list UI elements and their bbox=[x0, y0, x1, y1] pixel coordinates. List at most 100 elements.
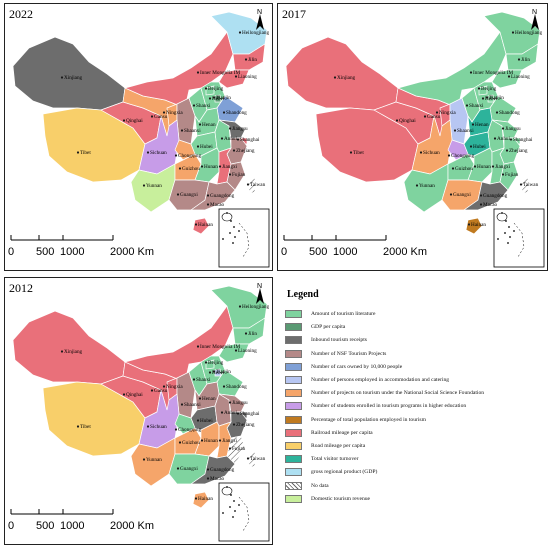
capital-dot bbox=[200, 439, 204, 442]
capital-dot bbox=[220, 137, 224, 140]
capital-dot bbox=[198, 123, 202, 126]
capital-dot bbox=[435, 111, 439, 114]
province-taiwan bbox=[248, 177, 256, 195]
province-label-jiangxi: Jiangxi bbox=[222, 164, 238, 170]
province-label-guangdong: Guangdong bbox=[210, 193, 235, 199]
province-label-hubei: Hubei bbox=[200, 418, 213, 424]
capital-dot bbox=[180, 129, 184, 132]
province-label-jiangxi: Jiangxi bbox=[495, 164, 511, 170]
province-tibet bbox=[42, 107, 146, 183]
legend-item-inbound: Inbound tourism receipts bbox=[285, 335, 367, 345]
legend-title: Legend bbox=[287, 289, 319, 300]
province-label-inner-mongolia-im: Inner Mongolia IM bbox=[200, 70, 240, 76]
province-label-henan: Henan bbox=[202, 122, 216, 128]
capital-dot bbox=[76, 425, 80, 428]
province-label-taiwan: Taiwan bbox=[523, 182, 539, 188]
year-label: 2022 bbox=[9, 7, 33, 21]
legend-item-students: Number of students enrolled in tourism p… bbox=[285, 401, 466, 411]
province-label-shanxi: Shanxi bbox=[469, 103, 484, 109]
legend-label: Number of NSF Tourism Projects bbox=[311, 350, 387, 357]
province-xinjiang bbox=[285, 36, 399, 111]
province-beijing bbox=[205, 359, 215, 370]
legend-item-employed: Number of persons employed in accommodat… bbox=[285, 375, 449, 385]
province-label-chongqing: Chongqing bbox=[178, 427, 201, 433]
capital-dot bbox=[220, 411, 224, 414]
svg-text:2000 Km: 2000 Km bbox=[110, 246, 154, 258]
capital-dot bbox=[180, 403, 184, 406]
province-guangdong bbox=[189, 181, 236, 211]
province-label-hainan: Hainan bbox=[198, 496, 213, 502]
province-label-liaoning: Liaoning bbox=[238, 74, 257, 80]
legend-label: Number of students enrolled in tourism p… bbox=[311, 403, 467, 410]
province-label-hubei: Hubei bbox=[473, 144, 486, 150]
province-label-beijing: Beijing bbox=[208, 86, 224, 92]
province-label-zhejiang: Zhejiang bbox=[236, 422, 255, 428]
legend-swatch bbox=[285, 376, 302, 384]
legend-swatch bbox=[285, 455, 302, 464]
capital-dot bbox=[196, 419, 200, 422]
province-label-gansu: Gansu bbox=[154, 114, 168, 120]
province-label-beijing: Beijing bbox=[208, 360, 224, 366]
capital-dot bbox=[349, 151, 353, 154]
legend-item-rail: Railroad mileage per capita bbox=[285, 428, 373, 438]
province-label-ningxia: Ningxia bbox=[439, 110, 456, 116]
province-label-gansu: Gansu bbox=[427, 114, 441, 120]
legend-label: Domestic tourism revenue bbox=[311, 495, 371, 502]
province-label-xinjiang: Xinjiang bbox=[64, 349, 83, 355]
capital-dot bbox=[196, 345, 200, 348]
province-label-guizhou: Guizhou bbox=[182, 166, 200, 172]
capital-dot bbox=[423, 115, 427, 118]
province-tibet bbox=[42, 381, 146, 457]
legend-swatch bbox=[285, 402, 302, 411]
province-label-sichuan: Sichuan bbox=[423, 150, 440, 156]
legend-item-gdp: GDP per capita bbox=[285, 322, 345, 332]
capital-dot bbox=[244, 58, 248, 61]
province-label-hebei: Hebei bbox=[212, 96, 225, 102]
capital-dot bbox=[150, 389, 154, 392]
province-label-sichuan: Sichuan bbox=[150, 424, 167, 430]
province-label-qinghai: Qinghai bbox=[399, 118, 416, 124]
capital-dot bbox=[477, 87, 481, 90]
province-label-hebei: Hebei bbox=[485, 96, 498, 102]
province-label-fujian: Fujian bbox=[232, 172, 246, 178]
capital-dot bbox=[178, 167, 182, 170]
capital-dot bbox=[485, 96, 489, 99]
capital-dot bbox=[479, 194, 483, 197]
province-label-jiangxi: Jiangxi bbox=[222, 438, 238, 444]
province-label-hunan: Hunan bbox=[477, 164, 491, 170]
capital-dot bbox=[208, 97, 212, 100]
capital-dot bbox=[469, 145, 473, 148]
svg-text:2000 Km: 2000 Km bbox=[110, 520, 154, 532]
legend-item-projects: Number of projects on tourism under the … bbox=[285, 388, 484, 398]
legend-item-visitor: Total visitor turnover bbox=[285, 454, 358, 464]
province-xinjiang bbox=[12, 36, 126, 111]
legend-item-grp: gross regional product (GDP) bbox=[285, 467, 377, 477]
capital-dot bbox=[228, 173, 232, 176]
capital-dot bbox=[194, 497, 198, 500]
legend-item-nsf: Number of NSF Tourism Projects bbox=[285, 349, 386, 359]
province-label-heilongjiang: Heilongjiang bbox=[242, 304, 269, 310]
province-hunan bbox=[467, 147, 493, 183]
capital-dot bbox=[517, 58, 521, 61]
province-hunan bbox=[194, 421, 220, 457]
capital-dot bbox=[162, 385, 166, 388]
capital-dot bbox=[194, 223, 198, 226]
svg-text:1000: 1000 bbox=[60, 520, 84, 532]
province-label-heilongjiang: Heilongjiang bbox=[515, 30, 542, 36]
province-label-macao: Macao bbox=[483, 202, 498, 208]
legend-swatch bbox=[285, 468, 302, 477]
province-label-ningxia: Ningxia bbox=[166, 110, 183, 116]
legend-swatch bbox=[285, 362, 302, 371]
province-label-chongqing: Chongqing bbox=[451, 153, 474, 159]
province-label-beijing: Beijing bbox=[481, 86, 497, 92]
province-label-tianjin: Tianjin bbox=[216, 95, 231, 101]
legend-label: Inbound tourism receipts bbox=[311, 337, 367, 344]
svg-text:2000 Km: 2000 Km bbox=[383, 246, 427, 258]
capital-dot bbox=[395, 119, 399, 122]
province-label-shandong: Shandong bbox=[499, 110, 520, 116]
capital-dot bbox=[218, 439, 222, 442]
map-panel-2012: 2012 Heilongjiang Jilin Liaoning Inner Mongo… bbox=[4, 277, 273, 545]
svg-text:0: 0 bbox=[8, 246, 14, 258]
province-label-macao: Macao bbox=[210, 476, 225, 482]
province-label-shandong: Shandong bbox=[226, 384, 247, 390]
